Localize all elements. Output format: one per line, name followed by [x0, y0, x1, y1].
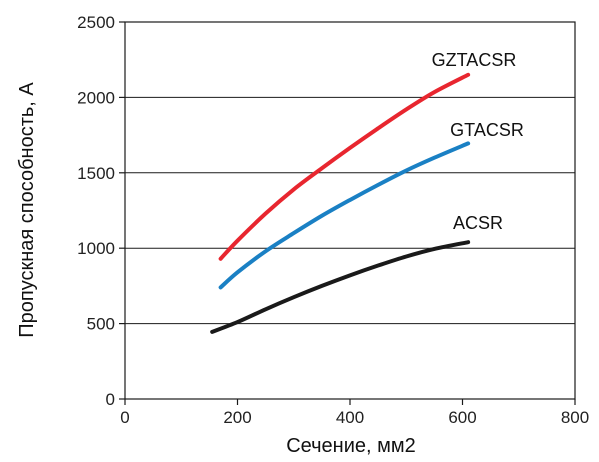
y-tick-label-2000: 2000	[77, 88, 115, 107]
axes	[119, 21, 576, 405]
y-tick-label-500: 500	[87, 315, 115, 334]
y-tick-label-1500: 1500	[77, 164, 115, 183]
x-tick-label-200: 200	[223, 408, 251, 427]
series-label-acsr: ACSR	[453, 213, 503, 233]
grid-lines	[125, 96, 575, 325]
y-tick-label-1000: 1000	[77, 239, 115, 258]
series-labels: GZTACSR GTACSR ACSR	[432, 50, 524, 233]
tick-labels: 0 500 1000 1500 2000 2500 0 200 400 600 800	[77, 13, 589, 427]
series-line-gtacsr	[218, 141, 471, 290]
series-lines	[210, 72, 471, 334]
x-tick-label-0: 0	[120, 408, 129, 427]
series-label-gtacsr: GTACSR	[450, 120, 524, 140]
series-line-gztacsr	[218, 72, 471, 261]
x-tick-label-800: 800	[561, 408, 589, 427]
plot-frame	[124, 21, 576, 400]
x-tick-label-600: 600	[448, 408, 476, 427]
series-label-gztacsr: GZTACSR	[432, 50, 517, 70]
y-tick-label-0: 0	[106, 390, 115, 409]
x-axis-title: Сечение, мм2	[286, 435, 416, 457]
x-tick-label-400: 400	[336, 408, 364, 427]
series-line-acsr	[210, 240, 471, 334]
y-axis-title: Пропускная способность, А	[16, 82, 38, 338]
y-tick-label-2500: 2500	[77, 13, 115, 32]
